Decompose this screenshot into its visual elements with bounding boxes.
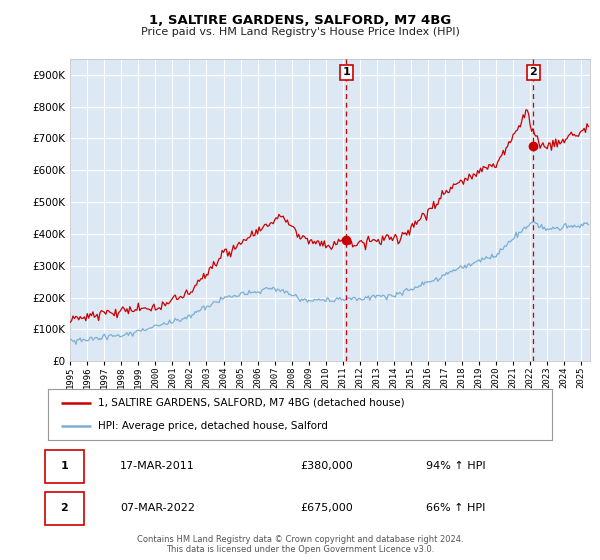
Text: 1, SALTIRE GARDENS, SALFORD, M7 4BG (detached house): 1, SALTIRE GARDENS, SALFORD, M7 4BG (det…: [98, 398, 405, 408]
Text: 2: 2: [61, 503, 68, 514]
Text: Contains HM Land Registry data © Crown copyright and database right 2024.: Contains HM Land Registry data © Crown c…: [137, 535, 463, 544]
Text: 94% ↑ HPI: 94% ↑ HPI: [426, 461, 485, 472]
Text: £380,000: £380,000: [300, 461, 353, 472]
Text: This data is licensed under the Open Government Licence v3.0.: This data is licensed under the Open Gov…: [166, 545, 434, 554]
Text: 1: 1: [343, 67, 350, 77]
Text: 17-MAR-2011: 17-MAR-2011: [120, 461, 195, 472]
Text: HPI: Average price, detached house, Salford: HPI: Average price, detached house, Salf…: [98, 421, 328, 431]
Text: 1: 1: [61, 461, 68, 472]
Text: 2: 2: [529, 67, 537, 77]
Text: 1, SALTIRE GARDENS, SALFORD, M7 4BG: 1, SALTIRE GARDENS, SALFORD, M7 4BG: [149, 14, 451, 27]
Text: £675,000: £675,000: [300, 503, 353, 514]
Text: 07-MAR-2022: 07-MAR-2022: [120, 503, 195, 514]
Text: Price paid vs. HM Land Registry's House Price Index (HPI): Price paid vs. HM Land Registry's House …: [140, 27, 460, 37]
Text: 66% ↑ HPI: 66% ↑ HPI: [426, 503, 485, 514]
